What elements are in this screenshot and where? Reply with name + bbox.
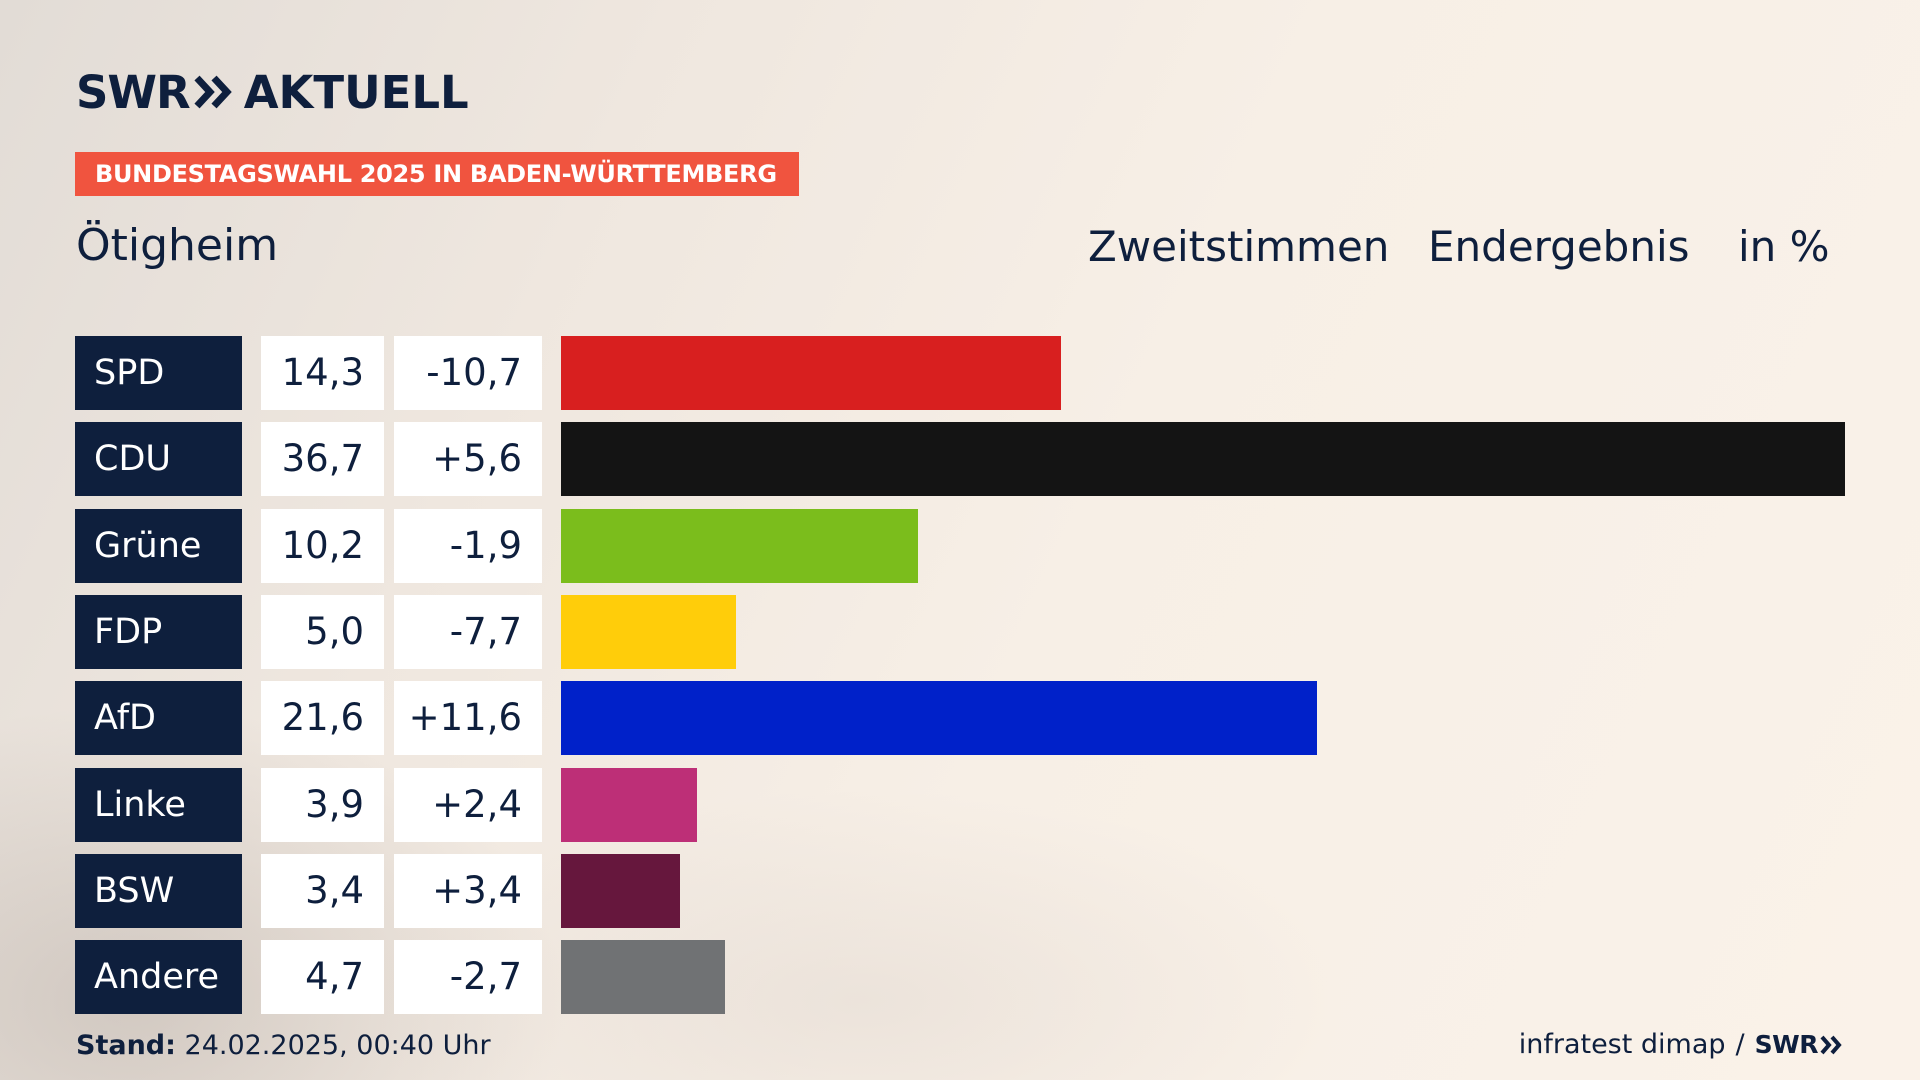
logo-aktuell-text: AKTUELL xyxy=(243,65,469,119)
diff-label: -7,7 xyxy=(394,595,542,669)
party-label: CDU xyxy=(75,422,242,496)
party-label: BSW xyxy=(75,854,242,928)
bar-grüne xyxy=(561,509,918,583)
double-chevron-icon xyxy=(194,75,232,109)
bar-afd xyxy=(561,681,1317,755)
stand-value: 24.02.2025, 00:40 Uhr xyxy=(184,1030,491,1061)
source-separator: / xyxy=(1735,1029,1745,1060)
election-banner: BUNDESTAGSWAHL 2025 IN BADEN-WÜRTTEMBERG xyxy=(75,152,799,196)
diff-label: +2,4 xyxy=(394,768,542,842)
diff-label: +5,6 xyxy=(394,422,542,496)
source-swr-logo-text: SWR xyxy=(1754,1030,1819,1059)
bar-linke xyxy=(561,768,697,842)
value-label: 14,3 xyxy=(261,336,384,410)
value-label: 3,4 xyxy=(261,854,384,928)
bar-cdu xyxy=(561,422,1845,496)
value-label: 10,2 xyxy=(261,509,384,583)
value-label: 36,7 xyxy=(261,422,384,496)
value-label: 4,7 xyxy=(261,940,384,1014)
value-label: 5,0 xyxy=(261,595,384,669)
party-label: FDP xyxy=(75,595,242,669)
bar-spd xyxy=(561,336,1061,410)
party-label: Linke xyxy=(75,768,242,842)
bar-andere xyxy=(561,940,725,1014)
timestamp: Stand: 24.02.2025, 00:40 Uhr xyxy=(76,1030,491,1061)
bar-bsw xyxy=(561,854,680,928)
diff-label: -2,7 xyxy=(394,940,542,1014)
bar-fdp xyxy=(561,595,736,669)
party-label: Andere xyxy=(75,940,242,1014)
source-name: infratest dimap xyxy=(1518,1029,1726,1060)
header-vote-type: Zweitstimmen xyxy=(1088,222,1390,271)
diff-label: +3,4 xyxy=(394,854,542,928)
small-double-chevron-icon xyxy=(1820,1035,1842,1054)
value-label: 21,6 xyxy=(261,681,384,755)
party-label: AfD xyxy=(75,681,242,755)
swr-aktuell-logo: SWR AKTUELL xyxy=(76,65,469,119)
diff-label: -1,9 xyxy=(394,509,542,583)
logo-swr-text: SWR xyxy=(76,65,191,119)
stand-label: Stand: xyxy=(76,1030,176,1061)
diff-label: -10,7 xyxy=(394,336,542,410)
party-label: Grüne xyxy=(75,509,242,583)
place-title: Ötigheim xyxy=(76,220,279,271)
value-label: 3,9 xyxy=(261,768,384,842)
header-status: Endergebnis xyxy=(1428,222,1690,271)
diff-label: +11,6 xyxy=(394,681,542,755)
header-unit: in % xyxy=(1738,222,1830,271)
source-credit: infratest dimap / SWR xyxy=(1519,1029,1844,1060)
party-label: SPD xyxy=(75,336,242,410)
